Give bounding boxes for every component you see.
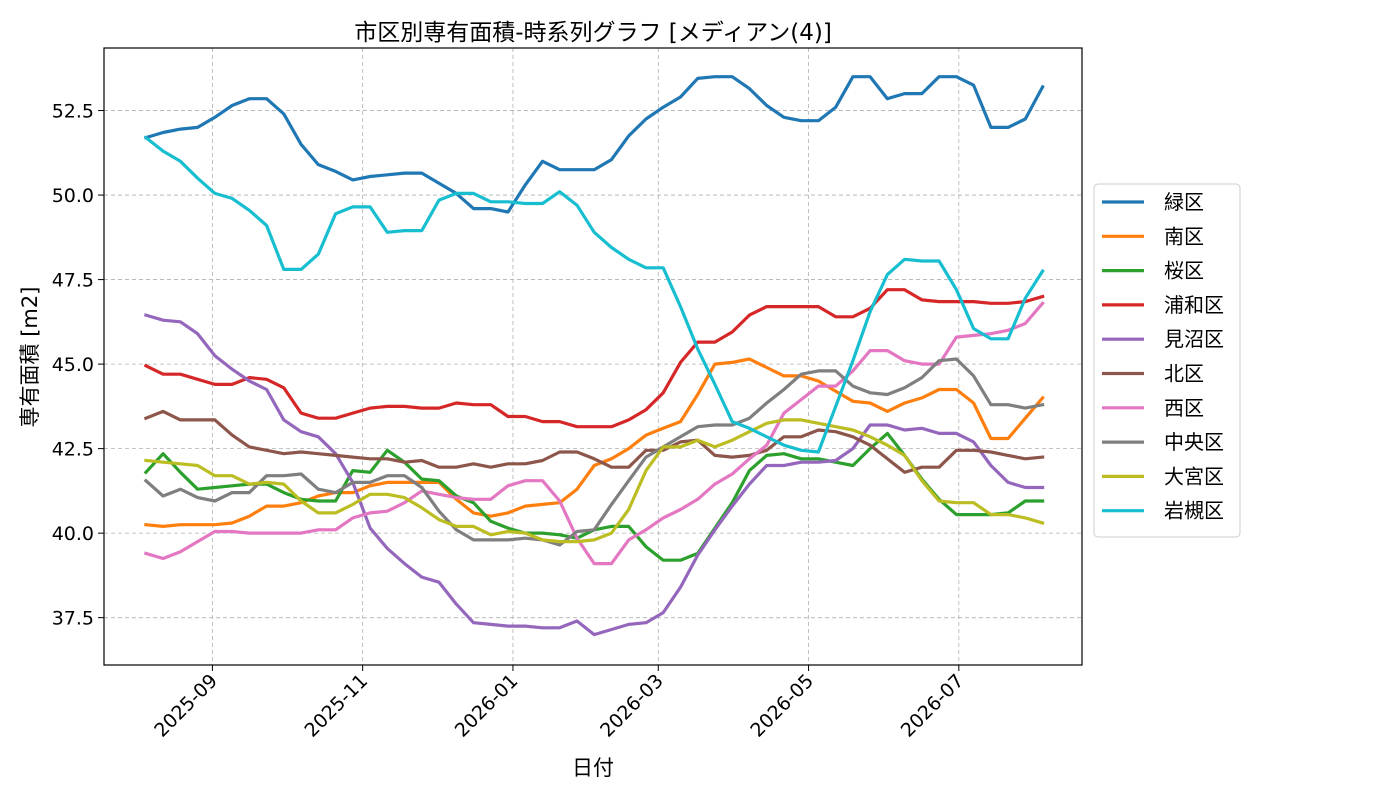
legend-label: 岩槻区 [1164,499,1224,523]
y-tick-label: 52.5 [52,101,94,123]
y-axis-label: 専有面積 [m2] [18,287,42,428]
series-line-1 [144,357,1045,529]
series-line-8 [144,418,1045,544]
y-tick-label: 47.5 [52,270,94,292]
series-line-5 [143,409,1045,474]
legend-label: 北区 [1164,362,1204,386]
x-axis-label: 日付 [572,756,614,780]
legend-label: 中央区 [1164,430,1224,454]
legend-label: 西区 [1164,396,1204,420]
legend-label: 桜区 [1164,259,1204,283]
legend-label: 南区 [1164,224,1204,248]
y-tick-label: 37.5 [52,608,94,630]
series-line-4 [143,313,1045,637]
legend-label: 緑区 [1164,190,1204,214]
series-line-0 [143,75,1045,214]
y-tick-label: 40.0 [52,523,94,545]
series-line-3 [143,288,1045,429]
series-line-7 [143,357,1045,547]
series-line-9 [143,135,1045,454]
plot-area-frame [103,47,1083,666]
y-tick-label: 45.0 [52,354,94,376]
series-lines [143,75,1045,637]
legend-label: 大宮区 [1164,464,1224,488]
grid-lines [104,48,1082,665]
y-axis-ticks: 37.5 40.0 42.5 45.0 47.5 50.0 52.5 [52,101,104,630]
series-line-6 [143,301,1045,566]
legend-label: 見沼区 [1164,327,1224,351]
legend-label: 浦和区 [1164,293,1224,317]
y-tick-label: 42.5 [52,439,94,461]
legend-box [1093,183,1241,538]
chart-title: 市区別専有面積-時系列グラフ [メディアン(4)] [354,20,832,46]
y-tick-label: 50.0 [52,185,94,207]
